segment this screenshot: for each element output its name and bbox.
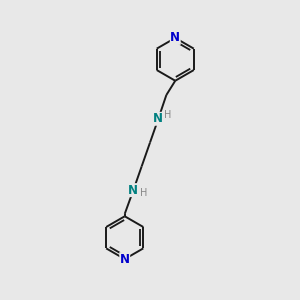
- Text: N: N: [153, 112, 163, 125]
- Text: N: N: [128, 184, 138, 196]
- Text: H: H: [140, 188, 147, 198]
- Text: N: N: [170, 32, 180, 44]
- Text: H: H: [164, 110, 172, 120]
- Text: N: N: [120, 253, 130, 266]
